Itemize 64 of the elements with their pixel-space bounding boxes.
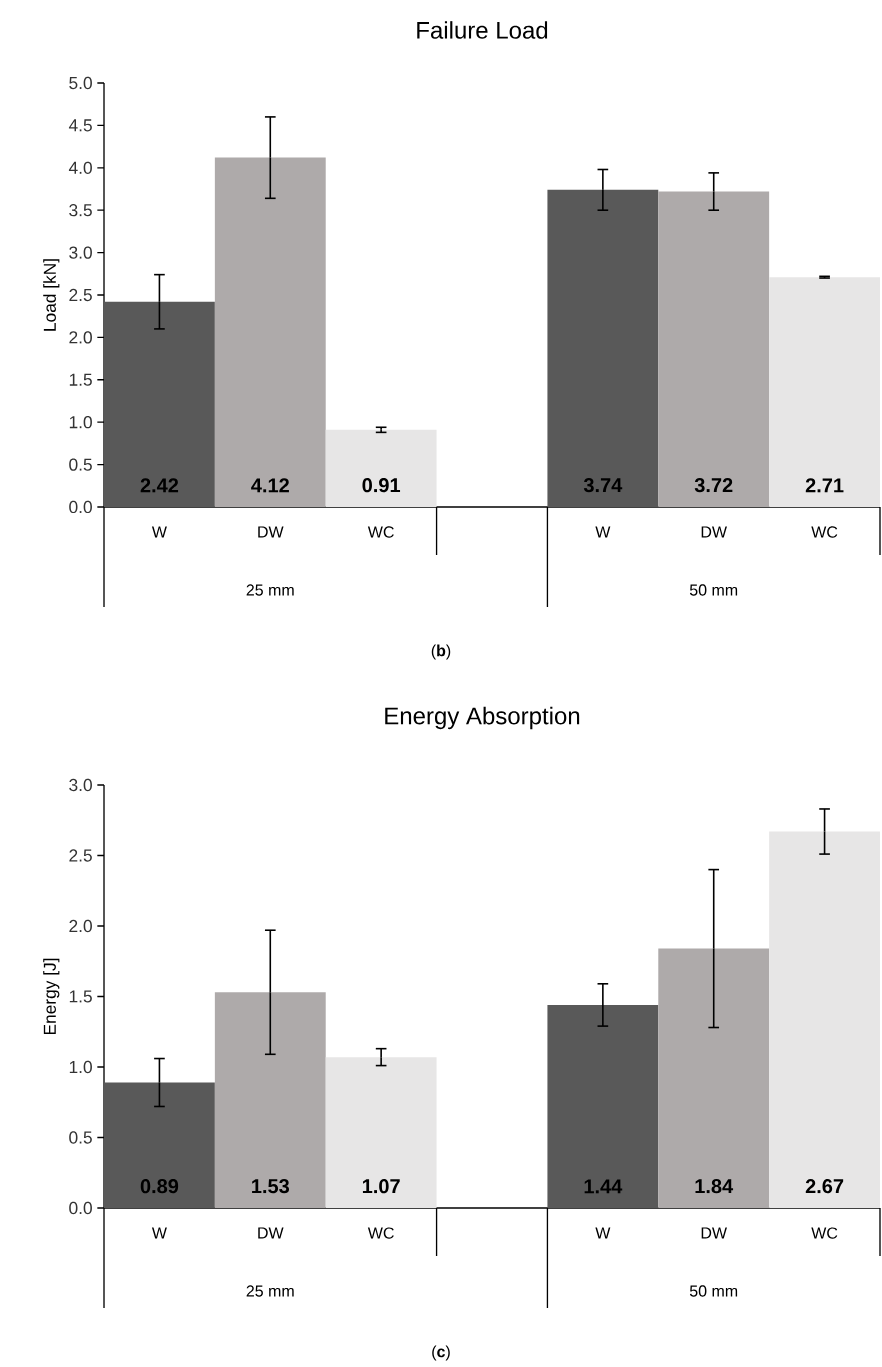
y-tick-label: 3.0 — [69, 778, 92, 792]
y-tick-label: 1.0 — [69, 1060, 92, 1074]
bar — [658, 191, 770, 507]
y-tick-label: 0.0 — [69, 1201, 92, 1215]
data-label: 1.07 — [362, 1179, 400, 1194]
bar — [104, 1082, 215, 1208]
y-tick-label: 3.0 — [69, 246, 92, 259]
y-tick-label: 2.5 — [69, 288, 92, 302]
x-tick-label: W — [151, 1227, 167, 1239]
data-label: 3.72 — [694, 478, 733, 493]
y-tick-label: 3.5 — [69, 204, 92, 217]
x-tick-label: DW — [701, 526, 727, 538]
y-tick-label: 1.5 — [69, 990, 92, 1003]
x-tick-label: WC — [367, 526, 394, 538]
data-label: 2.42 — [140, 478, 179, 493]
text: 25 mm — [246, 1285, 294, 1297]
text: 25 mm — [246, 584, 294, 596]
y-tick-label: 2.0 — [69, 919, 92, 933]
bar — [769, 277, 880, 507]
bar — [214, 157, 326, 507]
y-tick-label: 1.0 — [69, 416, 92, 429]
x-tick-label: WC — [811, 526, 838, 538]
x-tick-label: W — [151, 526, 167, 538]
y-tick-label: 0.0 — [69, 500, 92, 514]
text: 50 mm — [689, 584, 738, 596]
bar — [658, 948, 770, 1208]
y-tick-label: 0.5 — [69, 458, 92, 471]
y-axis-title: Load [kN] — [43, 259, 60, 331]
x-tick-label: W — [595, 526, 611, 538]
data-label: 0.89 — [140, 1179, 179, 1194]
x-tick-label: WC — [367, 1227, 394, 1239]
x-tick-label: DW — [258, 526, 284, 538]
bar — [325, 429, 437, 507]
bar — [214, 992, 326, 1208]
y-tick-label: 2.0 — [69, 331, 92, 344]
data-label: 0.91 — [362, 478, 401, 493]
text: (b) — [431, 644, 451, 660]
bar — [547, 1004, 659, 1208]
x-tick-label: W — [595, 1227, 611, 1239]
y-tick-label: 0.5 — [69, 1131, 92, 1144]
data-label: 3.74 — [583, 478, 623, 493]
chart-title: Failure Load — [417, 21, 548, 39]
y-axis-title: Energy [J] — [43, 958, 60, 1035]
data-label: 1.84 — [695, 1179, 734, 1194]
data-label: 1.44 — [584, 1179, 623, 1194]
x-tick-label: DW — [701, 1227, 727, 1239]
x-tick-label: DW — [258, 1227, 284, 1239]
y-tick-label: 4.5 — [68, 119, 92, 132]
text: (c) — [432, 1345, 450, 1361]
data-label: 2.67 — [805, 1179, 844, 1194]
bar — [769, 831, 880, 1208]
y-tick-label: 2.5 — [69, 849, 92, 862]
bar — [547, 189, 659, 507]
text: 50 mm — [689, 1285, 738, 1297]
y-tick-label: 5.0 — [69, 76, 92, 90]
data-label: 2.71 — [805, 478, 844, 493]
bar — [325, 1057, 437, 1208]
y-tick-label: 1.5 — [69, 373, 92, 386]
data-label: 1.53 — [252, 1179, 290, 1194]
bar — [104, 301, 215, 507]
chart-title: Energy Absorption — [385, 706, 580, 730]
x-tick-label: WC — [811, 1227, 838, 1239]
y-tick-label: 4.0 — [68, 161, 92, 174]
data-label: 4.12 — [251, 478, 289, 493]
